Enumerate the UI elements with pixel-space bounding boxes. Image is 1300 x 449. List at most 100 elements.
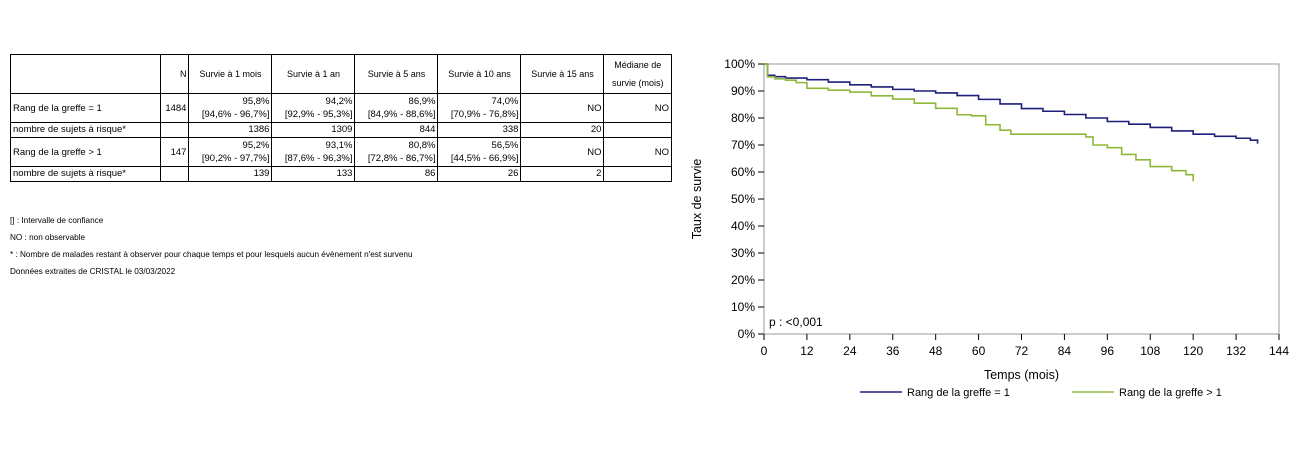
header-empty <box>9 54 162 94</box>
x-tick-label: 108 <box>1140 344 1160 358</box>
group-1-survie-1-mois: 95,8% [94,6% - 96,7%] <box>188 93 273 123</box>
risk-2-1-mois: 139 <box>188 166 273 182</box>
survival-chart: 0% 10% 20% 30% 40% 50% 60% 70% 80% 90% 100% 0 12 24 36… <box>685 50 1290 415</box>
x-tick-label: 0 <box>761 344 768 358</box>
group-2-n: 147 <box>160 137 190 167</box>
value-pct: 95,2% <box>242 140 270 151</box>
group-2-mediane: NO <box>603 137 672 167</box>
value-ci: [92,9% - 95,3%] <box>284 109 353 120</box>
value-ci: [44,5% - 66,9%] <box>450 153 519 164</box>
y-tick-label: 10% <box>731 300 755 314</box>
value-pct: 74,0% <box>491 96 519 107</box>
risk-1-n-empty <box>160 122 190 138</box>
y-tick-label: 100% <box>724 57 755 71</box>
value-ci: [84,9% - 88,6%] <box>367 109 436 120</box>
group-2-survie-1-an: 93,1% [87,6% - 96,3%] <box>271 137 356 167</box>
x-tick-label: 36 <box>886 344 900 358</box>
footnote-ci: [] : Intervalle de confiance <box>10 216 104 225</box>
value-pct: 80,8% <box>408 140 436 151</box>
y-tick-label: 90% <box>731 84 755 98</box>
header-survie-10-ans: Survie à 10 ans <box>437 54 522 94</box>
value-pct: 94,2% <box>325 96 353 107</box>
survival-table: N Survie à 1 mois Survie à 1 an Survie à… <box>9 54 672 182</box>
value-pct: 95,8% <box>242 96 270 107</box>
y-tick-label: 60% <box>731 165 755 179</box>
risk-2-15-ans: 2 <box>520 166 605 182</box>
header-n: N <box>160 54 190 94</box>
footnote-risk: * : Nombre de malades restant à observer… <box>10 250 413 259</box>
header-survie-1-mois: Survie à 1 mois <box>188 54 273 94</box>
table-row-risk-2: nombre de sujets à risque* 139 133 86 26… <box>9 166 672 182</box>
group-2-survie-15-ans: NO <box>520 137 605 167</box>
y-axis-title: Taux de survie <box>690 159 704 240</box>
risk-1-15-ans: 20 <box>520 122 605 138</box>
group-2-survie-5-ans: 80,8% [72,8% - 86,7%] <box>354 137 439 167</box>
p-value-annotation: p : <0,001 <box>769 315 823 329</box>
x-tick-label: 84 <box>1058 344 1072 358</box>
header-survie-5-ans: Survie à 5 ans <box>354 54 439 94</box>
footnote-source: Données extraites de CRISTAL le 03/03/20… <box>10 267 176 276</box>
risk-2-5-ans: 86 <box>354 166 439 182</box>
risk-1-mediane-empty <box>603 122 672 138</box>
y-tick-label: 70% <box>731 138 755 152</box>
header-survie-15-ans: Survie à 15 ans <box>520 54 605 94</box>
legend-label-2: Rang de la greffe > 1 <box>1119 387 1222 399</box>
value-pct: 56,5% <box>491 140 519 151</box>
x-tick-label: 72 <box>1015 344 1029 358</box>
risk-1-1-mois: 1386 <box>188 122 273 138</box>
x-tick-label: 144 <box>1269 344 1289 358</box>
series-line-2 <box>764 63 1194 182</box>
group-2-survie-10-ans: 56,5% [44,5% - 66,9%] <box>437 137 522 167</box>
value-ci: [70,9% - 76,8%] <box>450 109 519 120</box>
x-axis-title: Temps (mois) <box>984 368 1059 382</box>
risk-2-label: nombre de sujets à risque* <box>9 166 162 182</box>
x-tick-label: 48 <box>929 344 943 358</box>
y-tick-label: 80% <box>731 111 755 125</box>
y-tick-label: 20% <box>731 273 755 287</box>
risk-1-1-an: 1309 <box>271 122 356 138</box>
legend-label-1: Rang de la greffe = 1 <box>907 387 1010 399</box>
group-2-label: Rang de la greffe > 1 <box>9 137 162 167</box>
risk-2-1-an: 133 <box>271 166 356 182</box>
risk-1-10-ans: 338 <box>437 122 522 138</box>
value-ci: [87,6% - 96,3%] <box>284 153 353 164</box>
x-tick-label: 12 <box>800 344 814 358</box>
risk-1-5-ans: 844 <box>354 122 439 138</box>
group-1-mediane: NO <box>603 93 672 123</box>
x-tick-label: 132 <box>1226 344 1246 358</box>
x-tick-label: 120 <box>1183 344 1203 358</box>
risk-2-10-ans: 26 <box>437 166 522 182</box>
header-mediane: Médiane de survie (mois) <box>603 54 672 94</box>
x-tick-label: 60 <box>972 344 986 358</box>
group-1-label: Rang de la greffe = 1 <box>9 93 162 123</box>
group-1-n: 1484 <box>160 93 190 123</box>
series-line-1 <box>764 63 1259 144</box>
y-tick-label: 30% <box>731 246 755 260</box>
y-tick-label: 40% <box>731 219 755 233</box>
x-tick-label: 96 <box>1101 344 1115 358</box>
survival-chart-svg: 0% 10% 20% 30% 40% 50% 60% 70% 80% 90% 100% 0 12 24 36… <box>690 57 1289 399</box>
value-pct: 86,9% <box>408 96 436 107</box>
footnote-no: NO : non observable <box>10 233 86 242</box>
risk-2-n-empty <box>160 166 190 182</box>
risk-1-label: nombre de sujets à risque* <box>9 122 162 138</box>
footnotes: [] : Intervalle de confiance NO : non ob… <box>10 212 413 280</box>
risk-2-mediane-empty <box>603 166 672 182</box>
group-1-survie-1-an: 94,2% [92,9% - 95,3%] <box>271 93 356 123</box>
table-row-group-2: Rang de la greffe > 1 147 95,2% [90,2% - … <box>9 137 672 167</box>
header-survie-1-an: Survie à 1 an <box>271 54 356 94</box>
table-header-row: N Survie à 1 mois Survie à 1 an Survie à… <box>9 54 672 94</box>
x-tick-label: 24 <box>843 344 857 358</box>
y-tick-label: 50% <box>731 192 755 206</box>
group-1-survie-10-ans: 74,0% [70,9% - 76,8%] <box>437 93 522 123</box>
value-ci: [72,8% - 86,7%] <box>367 153 436 164</box>
group-1-survie-5-ans: 86,9% [84,9% - 88,6%] <box>354 93 439 123</box>
group-1-survie-15-ans: NO <box>520 93 605 123</box>
table-row-group-1: Rang de la greffe = 1 1484 95,8% [94,6% -… <box>9 93 672 123</box>
survival-table-container: N Survie à 1 mois Survie à 1 an Survie à… <box>9 54 672 182</box>
value-ci: [90,2% - 97,7%] <box>201 153 270 164</box>
value-ci: [94,6% - 96,7%] <box>201 109 270 120</box>
group-2-survie-1-mois: 95,2% [90,2% - 97,7%] <box>188 137 273 167</box>
value-pct: 93,1% <box>325 140 353 151</box>
table-row-risk-1: nombre de sujets à risque* 1386 1309 844… <box>9 122 672 138</box>
